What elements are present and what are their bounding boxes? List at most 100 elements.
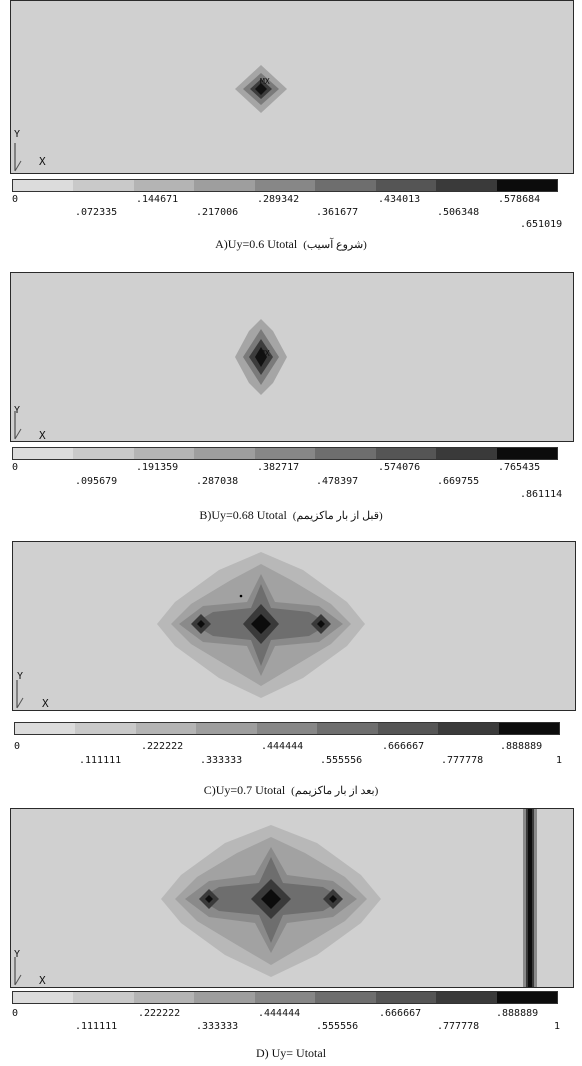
scale-band — [377, 723, 439, 734]
scale-tick: .444444 — [258, 1008, 301, 1019]
scale-band — [196, 723, 257, 734]
damage-contour-d — [11, 809, 573, 987]
scale-band — [496, 992, 557, 1003]
scale-band — [75, 723, 136, 734]
scale-band — [436, 448, 497, 459]
scale-band — [498, 723, 559, 734]
color-scale-d — [12, 991, 558, 1004]
scale-tick: .578684 — [498, 194, 541, 205]
scale-band — [375, 992, 437, 1003]
axis-triad-icon — [14, 143, 22, 172]
scale-tick: 1 — [556, 755, 563, 766]
caption-persian: (شروع آسیب) — [303, 239, 367, 251]
scale-band — [133, 448, 195, 459]
scale-tick: 0 — [14, 741, 21, 752]
scale-band — [436, 180, 497, 191]
scale-band — [15, 723, 76, 734]
scale-band — [13, 992, 74, 1003]
scale-tick: .555556 — [320, 755, 363, 766]
scale-tick: .361677 — [316, 207, 359, 218]
caption-main: B)Uy=0.68 Utotal — [199, 508, 287, 522]
scale-tick: .434013 — [378, 194, 421, 205]
scale-tick: .861114 — [520, 489, 563, 500]
scale-band — [375, 448, 437, 459]
scale-tick: .111111 — [79, 755, 122, 766]
axis-y-label: Y — [14, 129, 21, 140]
figure-caption-b: B)Uy=0.68 Utotal (قبل از بار ماکزیمم) — [0, 508, 582, 523]
scale-tick: .555556 — [316, 1021, 359, 1032]
caption-persian: (بعد از بار ماکزیمم) — [291, 785, 379, 797]
crack-band-core — [528, 809, 532, 987]
scale-tick: .651019 — [520, 219, 563, 230]
scale-band — [13, 180, 74, 191]
scale-band — [315, 180, 376, 191]
damage-contour-a — [11, 1, 573, 173]
scale-tick: .666667 — [379, 1008, 422, 1019]
node-mark-label: MX — [260, 77, 270, 86]
axis-triad-icon — [14, 957, 22, 986]
contour-panel-a: Y X MX — [10, 0, 574, 174]
scale-band — [133, 180, 195, 191]
scale-band — [317, 723, 378, 734]
scale-tick: .191359 — [136, 462, 179, 473]
axis-y-label: Y — [14, 949, 21, 960]
scale-tick: .111111 — [75, 1021, 118, 1032]
scale-tick: .574076 — [378, 462, 421, 473]
scale-band — [254, 992, 316, 1003]
caption-persian: (قبل از بار ماکزیمم) — [292, 510, 383, 522]
scale-tick: .095679 — [75, 476, 118, 487]
figure-caption-c: C)Uy=0.7 Utotal (بعد از بار ماکزیمم) — [0, 783, 582, 798]
scale-band — [315, 992, 376, 1003]
scale-tick: .287038 — [196, 476, 239, 487]
scale-tick: .333333 — [196, 1021, 239, 1032]
scale-band — [135, 723, 197, 734]
scale-tick: .888889 — [500, 741, 543, 752]
scale-band — [254, 180, 316, 191]
scale-tick: .217006 — [196, 207, 239, 218]
scale-tick: .222222 — [138, 1008, 181, 1019]
scale-tick: .289342 — [257, 194, 300, 205]
scale-tick: .333333 — [200, 755, 243, 766]
scale-tick: .072335 — [75, 207, 118, 218]
scale-band — [438, 723, 499, 734]
scale-band — [496, 180, 557, 191]
axis-triad-icon — [14, 411, 22, 440]
scale-band — [73, 992, 134, 1003]
scale-band — [73, 180, 134, 191]
axis-y-label: Y — [14, 405, 21, 416]
scale-tick: .765435 — [498, 462, 541, 473]
scale-band — [315, 448, 376, 459]
scale-band — [436, 992, 497, 1003]
scale-tick: .478397 — [316, 476, 359, 487]
scale-band — [375, 180, 437, 191]
axis-y-label: Y — [17, 671, 24, 682]
scale-tick: 0 — [12, 194, 19, 205]
caption-main: A)Uy=0.6 Utotal — [215, 237, 298, 251]
scale-band — [496, 448, 557, 459]
damage-contour-c — [13, 542, 575, 710]
axis-x-label: X — [39, 974, 46, 987]
scale-band — [254, 448, 316, 459]
scale-band — [73, 448, 134, 459]
color-scale-c — [14, 722, 560, 735]
scale-band — [194, 448, 255, 459]
damage-contour-b — [11, 273, 573, 441]
scale-tick: .222222 — [141, 741, 184, 752]
contour-panel-c: Y X — [12, 541, 576, 711]
scale-band — [194, 180, 255, 191]
axis-x-label: X — [39, 429, 46, 442]
color-scale-b — [12, 447, 558, 460]
axis-x-label: X — [39, 155, 46, 168]
node-mark-label: MX — [260, 349, 270, 358]
figure-caption-a: A)Uy=0.6 Utotal (شروع آسیب) — [0, 237, 582, 252]
scale-band — [256, 723, 318, 734]
scale-tick: .669755 — [437, 476, 480, 487]
scale-band — [194, 992, 255, 1003]
scale-tick: 0 — [12, 462, 19, 473]
caption-main: D) Uy= Utotal — [255, 1046, 327, 1060]
caption-main: C)Uy=0.7 Utotal — [203, 783, 286, 797]
scale-tick: .144671 — [136, 194, 179, 205]
axis-triad-icon — [16, 680, 24, 709]
scale-tick: 0 — [12, 1008, 19, 1019]
scale-band — [13, 448, 74, 459]
